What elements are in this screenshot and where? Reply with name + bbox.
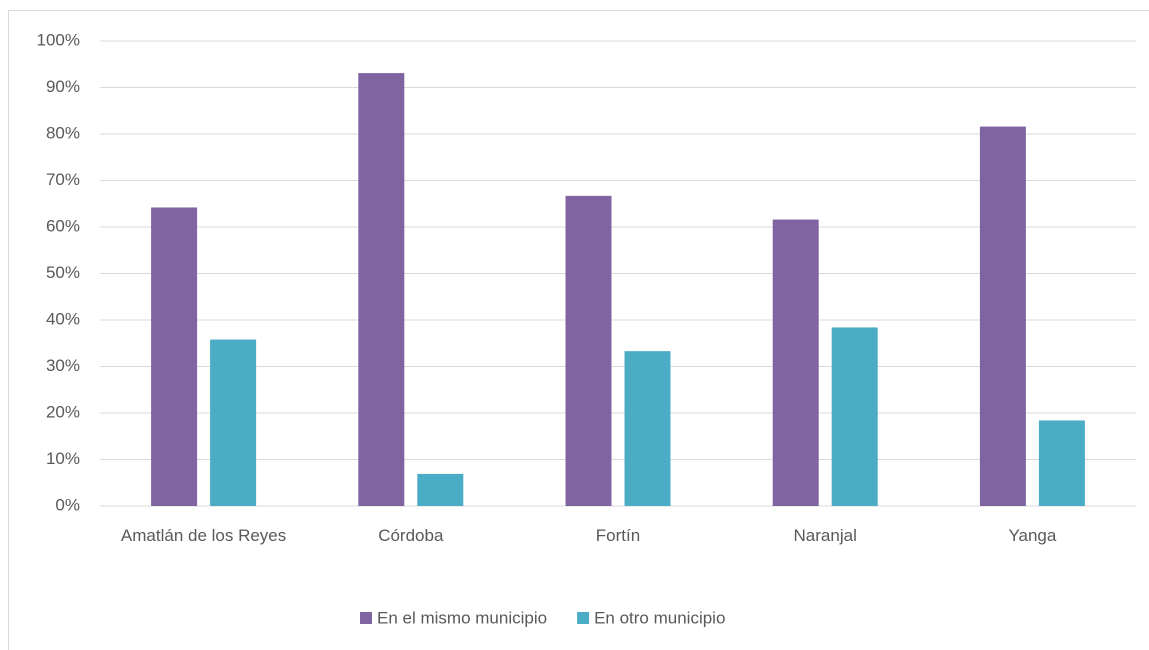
- x-tick-label: Fortín: [595, 526, 641, 545]
- y-tick-label: 50%: [46, 263, 80, 282]
- chart-border: [8, 10, 1149, 650]
- x-tick-label: Córdoba: [378, 526, 444, 545]
- bar: [831, 327, 878, 506]
- y-tick-label: 80%: [46, 123, 80, 142]
- y-tick-label: 70%: [46, 170, 80, 189]
- bar: [358, 73, 405, 507]
- bar: [772, 219, 819, 506]
- x-tick-label: Naranjal: [793, 526, 857, 545]
- bar: [417, 473, 464, 506]
- legend-label: En el mismo municipio: [377, 608, 547, 627]
- legend-swatch: [577, 612, 590, 624]
- y-tick-label: 10%: [46, 449, 80, 468]
- x-tick-label: Yanga: [1008, 526, 1057, 545]
- y-tick-label: 40%: [46, 309, 80, 328]
- bar: [1038, 420, 1085, 506]
- bar: [565, 195, 612, 506]
- bar: [210, 339, 257, 506]
- y-tick-label: 0%: [55, 495, 80, 514]
- y-tick-label: 30%: [46, 356, 80, 375]
- y-tick-label: 60%: [46, 216, 80, 235]
- x-tick-label: Amatlán de los Reyes: [120, 526, 287, 545]
- y-tick-label: 20%: [46, 402, 80, 421]
- bar: [624, 351, 671, 506]
- y-tick-label: 90%: [46, 77, 80, 96]
- legend-swatch: [360, 612, 372, 624]
- legend-label: En otro municipio: [594, 608, 725, 627]
- bar: [979, 126, 1026, 506]
- y-tick-label: 100%: [37, 30, 80, 49]
- bar: [151, 207, 198, 506]
